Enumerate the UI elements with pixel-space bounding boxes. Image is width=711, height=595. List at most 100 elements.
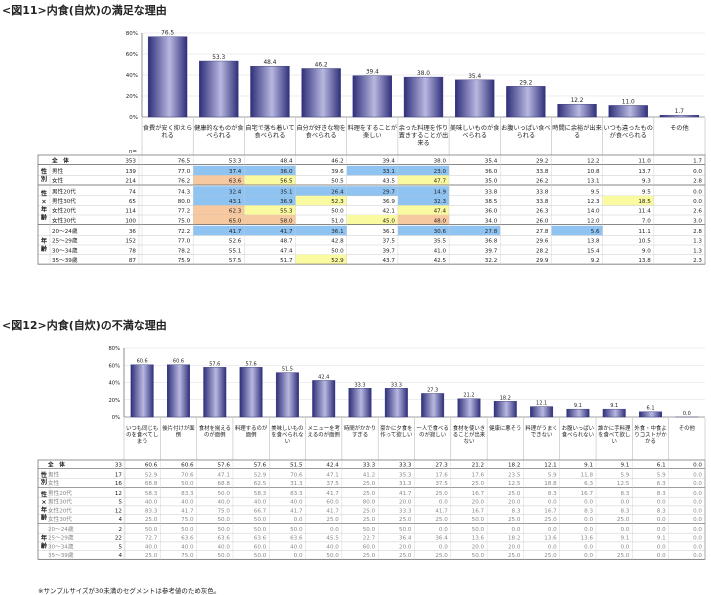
category-label-line: お腹いっぱい食べ (501, 124, 551, 132)
table-cell: 0.0 (693, 491, 702, 497)
cell-highlight (244, 205, 296, 215)
category-label-line: のが面倒 (204, 431, 226, 439)
category-label-line: 食べられる (306, 131, 337, 139)
table-cell: 10.8 (587, 169, 600, 175)
table-cell: 41.7 (181, 508, 194, 514)
table-cell: 41.0 (434, 248, 447, 254)
bar-value-label: 6.1 (647, 406, 655, 412)
category-label-line: い (612, 438, 617, 445)
table-cell: 1.3 (693, 239, 702, 245)
table-cell: 11.0 (638, 158, 651, 164)
category-label-line: 豪かに夕食を (380, 424, 412, 432)
y-tick-label: 60% (108, 363, 120, 369)
table-cell: 56.5 (280, 179, 293, 185)
table-cell: 65.0 (229, 218, 242, 224)
table-cell: 11.4 (638, 209, 651, 215)
table-cell: 22.7 (363, 536, 376, 542)
table-cell: 21.2 (472, 462, 484, 468)
category-label-line: りコストがか (634, 431, 667, 439)
row-label: 男性 (48, 470, 60, 478)
bar (403, 76, 444, 118)
table-cell: 9.3 (642, 179, 651, 185)
table-cell: 62.5 (254, 481, 267, 487)
table-cell: 0.0 (294, 553, 303, 559)
table-cell: 40.0 (145, 500, 158, 506)
table-cell: 12.5 (617, 481, 630, 487)
bar-value-label: 11.0 (622, 99, 635, 105)
table-cell: 0.0 (693, 500, 702, 506)
table-cell: 27.3 (435, 462, 448, 468)
bar-value-label: 46.2 (315, 62, 328, 68)
category-label-line: 美味しいもの (271, 424, 303, 432)
table-cell: 5.6 (591, 229, 600, 235)
category-label-line: お腹いっぱい (562, 424, 594, 432)
category-label-line: その他 (670, 124, 689, 132)
table-cell: 63.6 (217, 536, 230, 542)
category-label-line: 自宅で落ち着いて (245, 124, 294, 132)
cell-highlight (244, 175, 296, 185)
table-cell: 37.5 (435, 481, 448, 487)
row-n: 100 (125, 218, 136, 224)
table-cell: 16.7 (544, 508, 557, 514)
table-cell: 68.8 (217, 481, 230, 487)
group-label: 年 (41, 205, 48, 213)
cell-highlight (244, 225, 296, 236)
table-cell: 0.0 (657, 553, 666, 559)
table-cell: 16.7 (581, 491, 594, 497)
group-label: × (41, 499, 46, 506)
table-cell: 83.3 (290, 491, 303, 497)
bar (421, 393, 445, 418)
table-cell: 0.0 (657, 500, 666, 506)
bar (530, 406, 554, 418)
table-cell: 29.2 (536, 158, 548, 164)
category-label: 外食・中食よりコストがかかる (634, 424, 667, 445)
table-cell: 18.8 (544, 481, 557, 487)
table-cell: 25.0 (544, 517, 557, 523)
table-cell: 40.0 (145, 544, 158, 550)
table-cell: 33.8 (536, 169, 549, 175)
table-cell: 75.0 (181, 517, 194, 523)
table-cell: 75.0 (181, 553, 194, 559)
table-cell: 2.8 (693, 229, 702, 235)
table-cell: 11.1 (638, 229, 651, 235)
table-cell: 13.7 (638, 169, 651, 175)
bar-value-label: 48.4 (263, 60, 276, 66)
table-cell: 58.0 (280, 218, 293, 224)
category-label-line: 後片付けが面 (162, 424, 195, 432)
y-tick-label: 20% (108, 398, 120, 404)
category-label-line: 食べられる (254, 131, 285, 139)
table-cell: 35.0 (485, 179, 498, 185)
row-label: 女性30代 (48, 515, 72, 523)
table-cell: 13.6 (544, 536, 557, 542)
table-cell: 33.3 (363, 462, 376, 468)
bar (352, 75, 392, 118)
table-cell: 25.0 (435, 491, 448, 497)
cell-highlight (295, 186, 347, 196)
table-cell: 8.3 (548, 491, 557, 497)
table-cell: 36.0 (280, 169, 293, 175)
table-cell: 3.0 (693, 218, 702, 224)
bar (639, 411, 662, 418)
table-cell: 63.6 (290, 536, 303, 542)
bar-value-label: 33.3 (391, 382, 402, 388)
table-cell: 0.0 (693, 190, 702, 196)
row-label: 女性 (52, 177, 64, 185)
table-cell: 83.3 (145, 508, 158, 514)
row-label: 男性 (52, 167, 64, 175)
table-cell: 0.0 (693, 527, 702, 533)
group-label: 性 (40, 189, 48, 197)
table-cell: 0.0 (548, 527, 557, 533)
table-cell: 7.0 (642, 218, 651, 224)
chart-title: <図12>内食(自炊)の不満な理由 (2, 318, 167, 332)
category-label-line: 食材を揃える (199, 424, 231, 432)
category-label: 自分が好きな物を食べられる (296, 124, 346, 139)
category-label: 時間がかかりすぎる (344, 424, 376, 439)
table-cell: 23.0 (434, 169, 447, 175)
table-cell: 23.5 (508, 472, 521, 478)
category-label-line: ない (464, 438, 475, 445)
category-label-line: 楽しい (363, 131, 382, 139)
cell-highlight (346, 215, 398, 225)
group-label: 齢 (41, 213, 48, 221)
bar-value-label: 18.2 (500, 395, 511, 401)
table-cell: 29.9 (536, 258, 549, 264)
